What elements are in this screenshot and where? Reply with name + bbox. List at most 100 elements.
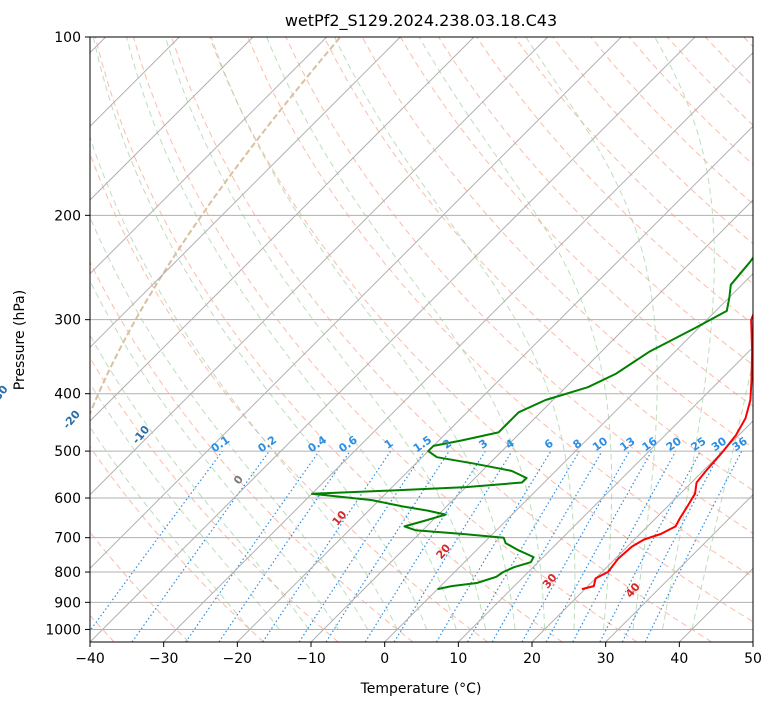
isotherm (310, 199, 753, 642)
dry-adiabat (285, 37, 753, 535)
mixing-ratio-line (545, 450, 653, 642)
x-tick-label: 10 (449, 651, 467, 667)
mixing-ratio-line (298, 450, 425, 642)
moist-adiabat (210, 37, 516, 630)
dry-adiabat (704, 37, 753, 87)
dry-adiabat-label: 20 (434, 541, 454, 561)
isotherm (90, 37, 549, 496)
isotherm (384, 272, 753, 642)
dry-adiabat-label: -30 (0, 383, 11, 407)
mixing-ratio-line (185, 450, 320, 642)
lcl-arc (90, 37, 342, 417)
mixing-ratio-line (521, 450, 631, 642)
dry-adiabat-label: 30 (540, 571, 560, 591)
x-tick-label: −10 (296, 651, 326, 667)
x-tick-label: 50 (744, 651, 762, 667)
moist-adiabat (90, 382, 280, 630)
dry-adiabat (590, 37, 753, 205)
moist-adiabat (90, 215, 369, 630)
isotherm (90, 37, 401, 349)
x-tick-label: −20 (223, 651, 253, 667)
y-tick-label: 100 (54, 30, 81, 46)
temperature-profile (581, 312, 753, 591)
dry-adiabat (90, 446, 264, 642)
moist-adiabat (691, 358, 753, 630)
isotherm (90, 37, 328, 275)
isotherm (457, 346, 753, 642)
moist-adiabat (90, 279, 339, 630)
moist-adiabat (525, 37, 658, 630)
y-tick-label: 900 (54, 595, 81, 611)
dry-adiabat (209, 37, 753, 623)
isotherm (90, 37, 622, 570)
chart-title: wetPf2_S129.2024.238.03.18.C43 (285, 11, 557, 31)
x-axis-label: Temperature (°C) (360, 681, 482, 697)
y-tick-label: 600 (54, 491, 81, 507)
mixing-ratio-label: 2 (440, 437, 454, 452)
dry-adiabat (437, 37, 753, 366)
mixing-ratio-label: 6 (542, 437, 556, 452)
mixing-ratio-line (90, 450, 223, 632)
dry-adiabat (666, 37, 753, 126)
x-tick-label: 40 (670, 651, 688, 667)
dry-adiabat (90, 356, 339, 642)
dry-adiabat (247, 37, 753, 578)
moist-adiabat (334, 37, 576, 630)
mixing-ratio-label: 3 (477, 437, 491, 452)
y-tick-label: 1000 (45, 622, 81, 638)
y-tick-label: 800 (54, 565, 81, 581)
dry-adiabat (552, 37, 753, 245)
y-axis-label: Pressure (hPa) (12, 290, 28, 390)
dry-adiabat (514, 37, 753, 285)
moist-adiabat (418, 37, 613, 630)
y-tick-label: 400 (54, 387, 81, 403)
moist-adiabat (654, 37, 715, 630)
mixing-ratio-line (364, 450, 486, 642)
dry-adiabat (323, 37, 753, 491)
dry-adiabat (94, 37, 563, 642)
dry-adiabat-label: 0 (231, 473, 246, 487)
dry-adiabat (743, 37, 753, 48)
mixing-ratio-line (644, 450, 743, 642)
isotherm (752, 641, 753, 642)
y-tick-label: 300 (54, 313, 81, 329)
y-tick-label: 200 (54, 208, 81, 224)
moist-adiabat (164, 37, 487, 630)
isotherm (90, 37, 254, 201)
x-tick-label: 30 (597, 651, 615, 667)
mixing-ratio-line (218, 450, 351, 642)
mixing-ratio-line (599, 450, 702, 642)
x-tick-label: −30 (149, 651, 179, 667)
isotherm (605, 493, 753, 642)
isotherm (163, 51, 753, 642)
dry-adiabat (171, 37, 712, 642)
dry-adiabat (90, 260, 414, 642)
dry-adiabat (90, 531, 190, 642)
mixing-ratio-label: 4 (503, 437, 517, 452)
moist-adiabat (92, 37, 428, 630)
mixing-ratio-line (262, 450, 392, 642)
mixing-ratio-line (131, 450, 270, 642)
isotherm (90, 37, 696, 642)
mixing-ratio-label: 0.6 (336, 433, 360, 455)
dry-adiabat-label: -20 (60, 408, 83, 432)
dry-adiabat (476, 37, 753, 325)
moist-adiabat (126, 37, 457, 630)
isotherm (236, 125, 753, 642)
mixing-ratio-label: 0.1 (209, 433, 232, 455)
mixing-ratio-line (572, 450, 677, 642)
mixing-ratio-line (393, 450, 513, 642)
x-tick-label: 20 (523, 651, 541, 667)
moist-adiabat (90, 426, 251, 630)
plot-frame (89, 36, 754, 643)
x-tick-label: −40 (75, 651, 105, 667)
x-tick-label: 0 (380, 651, 389, 667)
moist-adiabat (90, 334, 310, 630)
y-tick-label: 700 (54, 531, 81, 547)
dry-adiabat-label: 40 (623, 580, 643, 600)
dry-adiabat-label: -10 (130, 423, 153, 447)
isotherm (90, 37, 475, 422)
mixing-ratio-line (435, 450, 552, 642)
isotherm (678, 567, 753, 642)
